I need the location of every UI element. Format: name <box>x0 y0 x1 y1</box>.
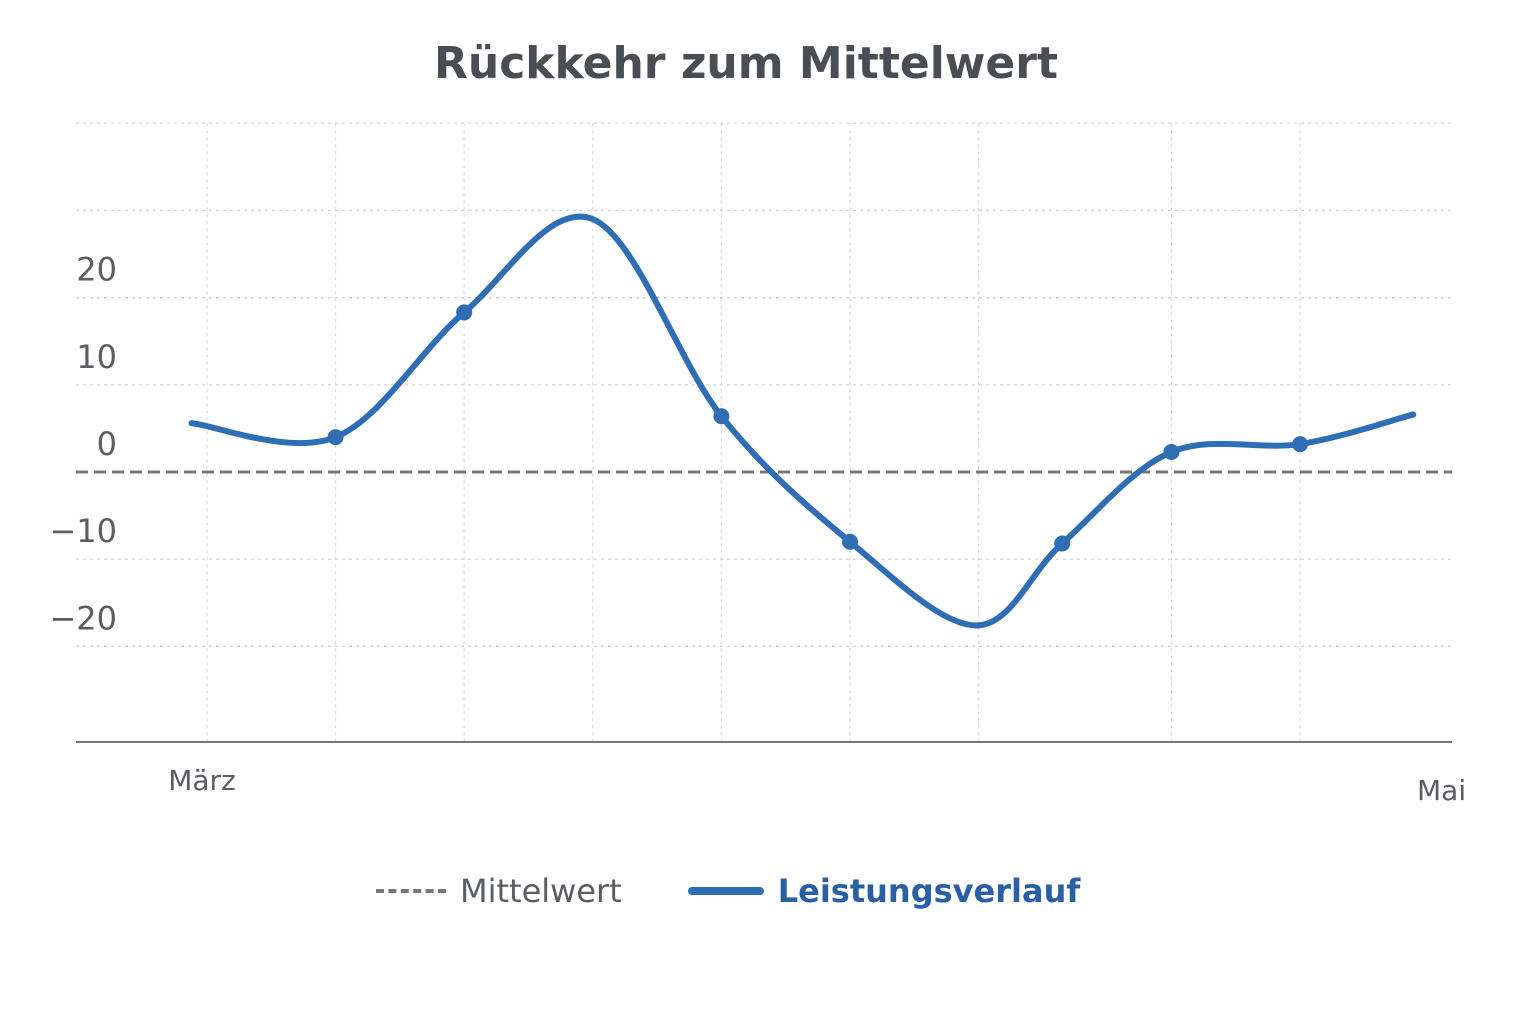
data-point <box>1292 436 1309 453</box>
data-point <box>1054 535 1071 552</box>
y-tick-label: −10 <box>49 512 117 550</box>
legend: Mittelwert Leistungsverlauf <box>376 872 1080 910</box>
data-point <box>327 429 344 446</box>
legend-swatch-performance <box>687 887 764 895</box>
x-tick-label: März <box>168 764 236 797</box>
x-tick-label: Mai <box>1417 774 1466 807</box>
y-tick-label: 20 <box>76 251 117 289</box>
y-tick-label: −20 <box>49 599 117 637</box>
y-tick-label: 0 <box>97 425 117 463</box>
chart-title: Rückkehr zum Mittelwert <box>434 38 1058 89</box>
legend-label-mean: Mittelwert <box>460 872 622 910</box>
data-point <box>713 408 730 425</box>
legend-swatch-mean <box>376 889 446 893</box>
performance-line <box>188 213 1417 629</box>
legend-item-performance[interactable]: Leistungsverlauf <box>687 872 1081 910</box>
legend-item-mean[interactable]: Mittelwert <box>376 872 688 910</box>
data-point <box>842 533 858 550</box>
data-point <box>1163 443 1180 460</box>
y-tick-label: 10 <box>76 338 117 376</box>
legend-label-performance: Leistungsverlauf <box>777 872 1081 910</box>
data-point <box>456 304 473 321</box>
